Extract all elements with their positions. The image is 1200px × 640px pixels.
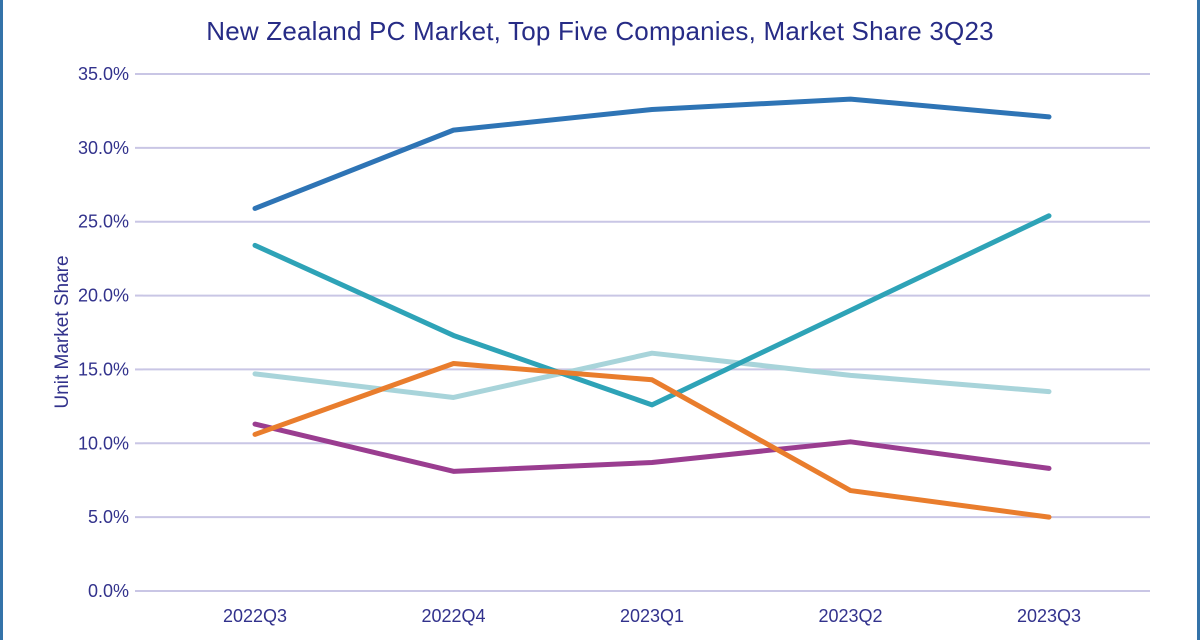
chart-title: New Zealand PC Market, Top Five Companie… xyxy=(206,16,994,46)
y-tick-label: 15.0% xyxy=(78,359,129,379)
series-layer xyxy=(252,96,1052,520)
series-teal-line xyxy=(252,213,1052,408)
grid-layer xyxy=(135,73,1150,592)
x-tick-label: 2022Q4 xyxy=(421,606,485,626)
y-axis-title: Unit Market Share xyxy=(52,255,73,408)
x-tick-label: 2023Q3 xyxy=(1017,606,1081,626)
y-tick-label: 25.0% xyxy=(78,212,129,232)
right-border-bar xyxy=(1197,0,1200,640)
series-purple-line xyxy=(252,421,1052,474)
x-tick-label: 2022Q3 xyxy=(223,606,287,626)
y-tick-label: 5.0% xyxy=(88,507,129,527)
y-tick-label: 35.0% xyxy=(78,64,129,84)
x-tick-label: 2023Q2 xyxy=(818,606,882,626)
y-tick-label: 10.0% xyxy=(78,433,129,453)
y-tick-label: 20.0% xyxy=(78,286,129,306)
left-border-bar xyxy=(0,0,3,640)
series-orange-line xyxy=(252,361,1052,520)
y-tick-label: 30.0% xyxy=(78,138,129,158)
series-dark-blue-line xyxy=(252,96,1052,211)
axis-label-layer: 35.0% 30.0% 25.0% 20.0% 15.0% 10.0% 5.0% 0.0% 20… xyxy=(78,64,1081,626)
x-tick-label: 2023Q1 xyxy=(620,606,684,626)
y-tick-label: 0.0% xyxy=(88,581,129,601)
